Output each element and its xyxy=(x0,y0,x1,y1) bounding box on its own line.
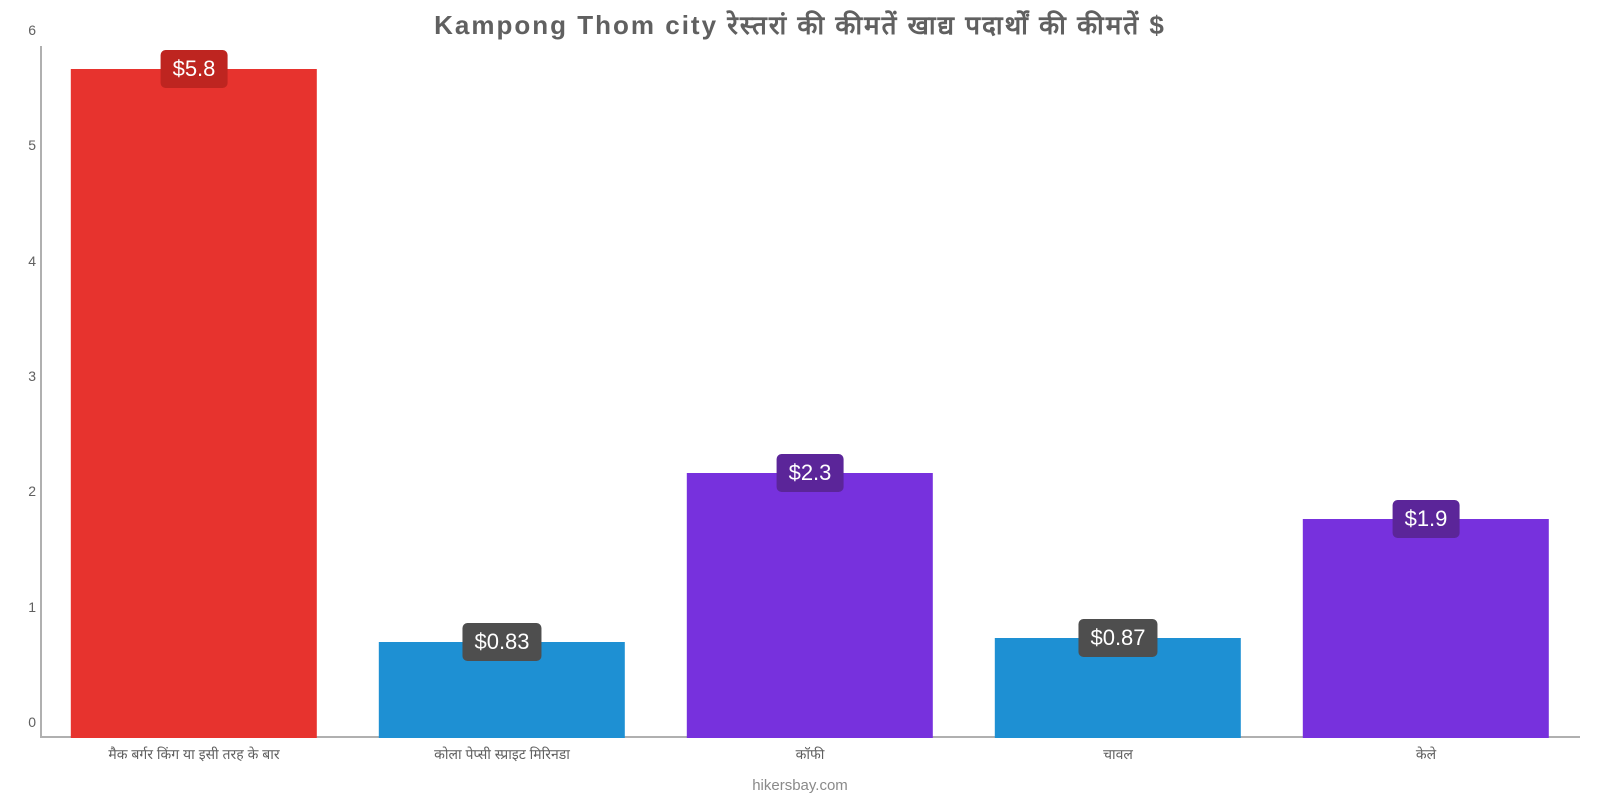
plot-area: 0123456 $5.8$0.83$2.3$0.87$1.9 xyxy=(40,46,1580,738)
value-badge: $0.87 xyxy=(1078,619,1157,657)
x-labels: मैक बर्गर किंग या इसी तरह के बारकोला पेप… xyxy=(40,745,1580,764)
bar-slot: $1.9 xyxy=(1272,46,1580,738)
chart-footer: hikersbay.com xyxy=(0,777,1600,794)
chart-title: Kampong Thom city रेस्तरां की कीमतें खाद… xyxy=(0,0,1600,42)
x-label: कोला पेप्सी स्प्राइट मिरिनडा xyxy=(348,745,656,764)
y-tick: 6 xyxy=(10,22,36,38)
x-label: केले xyxy=(1272,745,1580,764)
bar-slot: $2.3 xyxy=(656,46,964,738)
y-tick: 4 xyxy=(10,253,36,269)
bar xyxy=(687,473,933,738)
y-tick: 5 xyxy=(10,137,36,153)
x-label: कॉफी xyxy=(656,745,964,764)
chart-container: Kampong Thom city रेस्तरां की कीमतें खाद… xyxy=(0,0,1600,800)
y-tick: 0 xyxy=(10,714,36,730)
bar-slot: $0.83 xyxy=(348,46,656,738)
bar-slot: $0.87 xyxy=(964,46,1272,738)
y-tick: 1 xyxy=(10,599,36,615)
value-badge: $0.83 xyxy=(462,623,541,661)
y-tick: 2 xyxy=(10,483,36,499)
bar xyxy=(1303,519,1549,738)
bars-group: $5.8 $0.83 $2.3 $0.87 $1.9 xyxy=(40,46,1580,738)
bar xyxy=(71,69,317,738)
value-badge: $5.8 xyxy=(161,50,228,88)
value-badge: $1.9 xyxy=(1393,500,1460,538)
x-label: मैक बर्गर किंग या इसी तरह के बार xyxy=(40,745,348,764)
x-label: चावल xyxy=(964,745,1272,764)
value-badge: $2.3 xyxy=(777,454,844,492)
y-tick: 3 xyxy=(10,368,36,384)
bar-slot: $5.8 xyxy=(40,46,348,738)
